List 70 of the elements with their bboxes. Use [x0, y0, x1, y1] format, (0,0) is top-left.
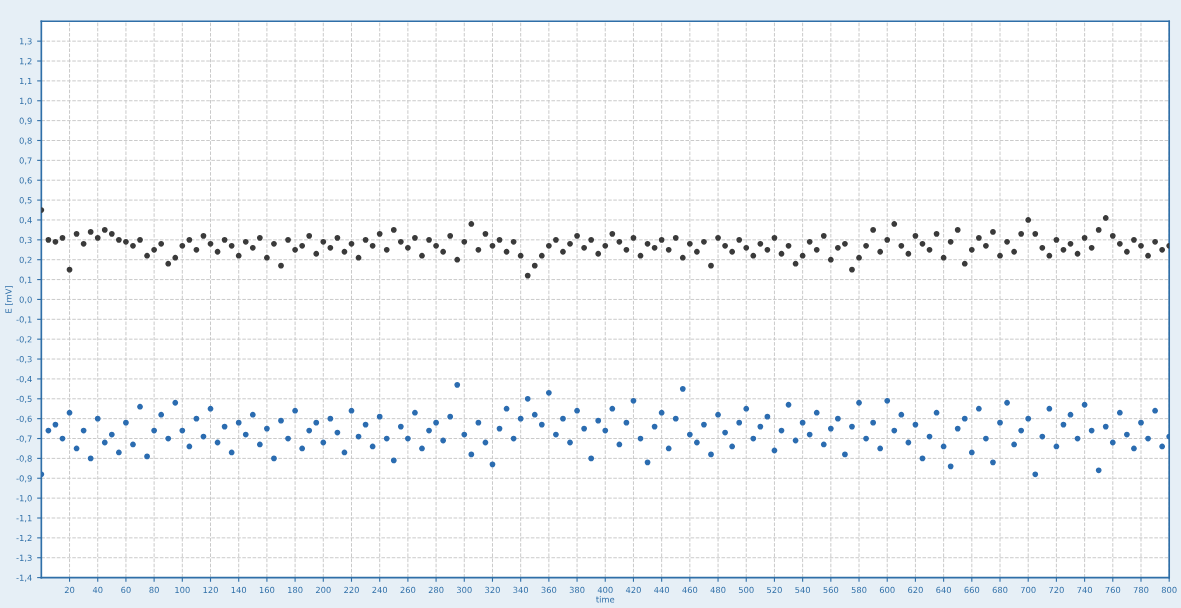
x-tick-label: 740: [1077, 586, 1092, 594]
x-tick-label: 200: [315, 586, 331, 594]
x-tick-label: 680: [992, 586, 1008, 594]
y-tick-label: -0,5: [16, 395, 32, 403]
x-tick-label: 80: [149, 586, 159, 594]
x-tick-label: 600: [879, 586, 895, 594]
x-tick-label: 320: [485, 586, 500, 594]
x-tick-label: 480: [710, 586, 726, 594]
y-tick-label: -1,0: [16, 495, 32, 503]
y-tick-label: -0,6: [16, 415, 32, 423]
x-tick-label: 800: [1161, 586, 1177, 594]
x-tick-label: 420: [625, 586, 641, 594]
x-tick-label: 440: [654, 586, 670, 594]
y-tick-label: 0,4: [19, 216, 32, 225]
y-tick-label: -1,4: [16, 574, 32, 582]
x-tick-label: 400: [597, 586, 613, 594]
x-tick-label: 260: [400, 586, 416, 594]
x-tick-label: 60: [121, 586, 131, 594]
y-tick-label: 0,7: [19, 157, 32, 165]
y-tick-label: -0,1: [16, 316, 32, 324]
x-tick-label: 520: [767, 586, 782, 594]
y-tick-label: -1,3: [16, 554, 32, 562]
x-tick-label: 240: [372, 586, 388, 594]
y-tick-label: -1,2: [16, 534, 32, 542]
x-tick-label: 220: [344, 586, 359, 594]
y-axis-title: E [mV]: [5, 286, 13, 313]
x-tick-label: 700: [1020, 586, 1036, 594]
y-tick-label: -0,4: [16, 375, 32, 384]
y-tick-label: -1,1: [16, 515, 32, 523]
x-tick-label: 340: [513, 586, 529, 594]
y-tick-label: 1,2: [19, 58, 32, 66]
x-tick-label: 500: [738, 586, 754, 594]
x-tick-label: 780: [1133, 586, 1149, 594]
y-tick-label: -0,2: [16, 336, 32, 344]
x-tick-label: 120: [203, 586, 218, 594]
x-tick-label: 380: [569, 586, 585, 594]
y-tick-label: -0,3: [16, 356, 32, 364]
y-tick-label: -0,9: [16, 475, 32, 483]
y-tick-label: 1,0: [19, 97, 32, 105]
y-tick-label: 0,8: [19, 137, 32, 145]
x-tick-label: 140: [231, 586, 247, 594]
x-tick-label: 360: [541, 586, 557, 594]
y-tick-label: 0,2: [19, 256, 32, 264]
y-tick-label: 0,9: [19, 117, 32, 125]
y-tick-label: 0,6: [19, 177, 32, 185]
y-tick-label: 0,3: [19, 236, 32, 244]
y-tick-label: 0,5: [19, 197, 32, 205]
x-tick-label: 540: [795, 586, 811, 594]
x-tick-label: 760: [1105, 586, 1121, 594]
x-tick-label: 460: [682, 586, 698, 594]
x-tick-label: 720: [1049, 586, 1064, 594]
x-tick-label: 560: [823, 586, 839, 594]
x-tick-label: 640: [936, 586, 952, 594]
y-tick-label: 0,1: [19, 276, 32, 284]
y-tick-label: 0,0: [19, 296, 32, 304]
y-tick-label: -0,8: [16, 455, 32, 463]
x-axis-title: time: [596, 596, 615, 603]
x-tick-label: 20: [64, 586, 75, 594]
x-tick-label: 100: [175, 586, 190, 594]
x-tick-label: 580: [851, 586, 867, 594]
y-tick-label: 1,1: [19, 77, 32, 86]
x-tick-label: 160: [259, 586, 275, 594]
y-tick-label: 1,3: [19, 38, 32, 46]
x-tick-label: 300: [456, 586, 472, 594]
x-tick-label: 180: [288, 586, 303, 594]
x-tick-label: 280: [428, 586, 444, 594]
x-tick-label: 40: [92, 586, 103, 594]
y-tick-label: -0,7: [16, 435, 32, 443]
x-tick-label: 620: [908, 586, 923, 594]
x-tick-label: 660: [964, 586, 980, 594]
